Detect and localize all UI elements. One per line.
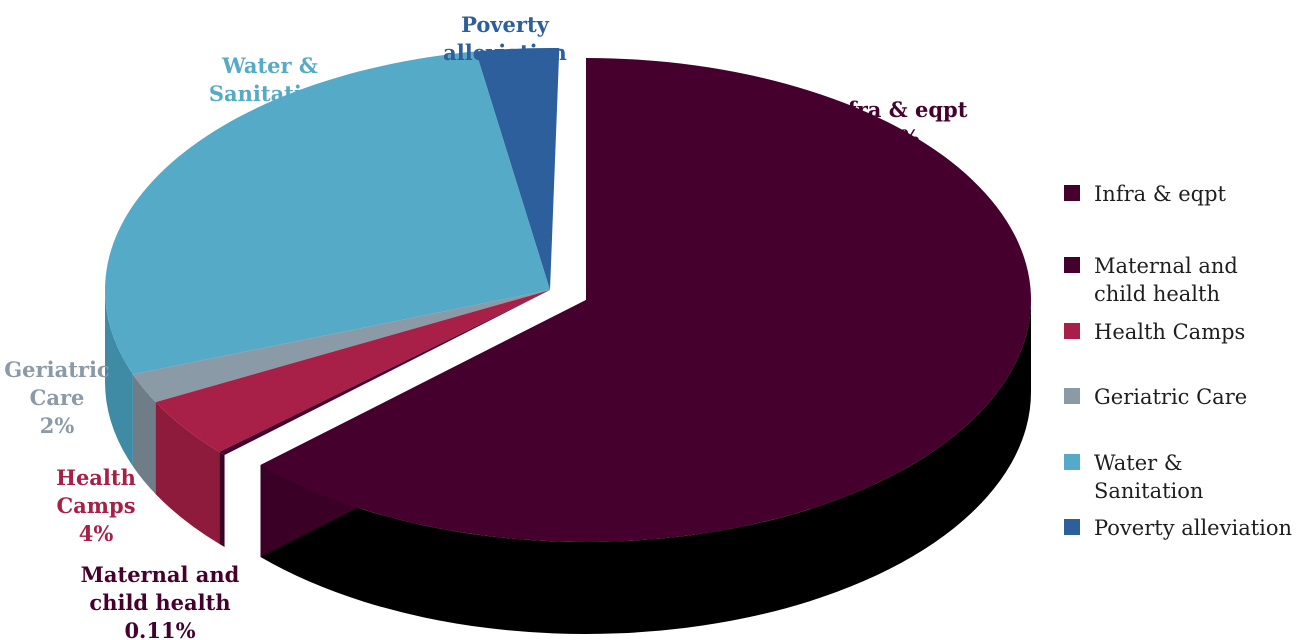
legend-swatch (1064, 257, 1080, 273)
pie-slice-infra-and-eqpt (260, 58, 1032, 634)
data-label-line: Camps (56, 493, 135, 518)
legend-swatch (1064, 519, 1080, 535)
legend-label: Maternal and child health (1094, 254, 1238, 306)
legend-swatch (1064, 323, 1080, 339)
data-label-water-and-sanitation: Water & Sanitation 28% (209, 53, 331, 134)
slice-top-poverty-alleviation (475, 47, 560, 291)
slice-top-maternal-and-child-health (219, 290, 551, 456)
data-label-line: Sanitation (209, 81, 331, 106)
data-label-geriatric-care: Geriatric Care 2% (4, 357, 109, 438)
data-label-maternal-and-child-health: Maternal and child health 0.11% (81, 562, 240, 640)
data-label-line: 4% (79, 521, 114, 546)
slice-side-health-camps (155, 402, 220, 544)
legend-label: Infra & eqpt (1094, 182, 1226, 206)
legend-swatch (1064, 454, 1080, 470)
slice-side-water-and-sanitation (105, 290, 133, 467)
data-label-poverty-alleviation: Poverty alleviation 3% (443, 12, 567, 93)
data-label-line: 3% (488, 68, 523, 93)
legend-item-geriatric-care: Geriatric Care (1064, 383, 1247, 411)
data-label-line: Health (56, 465, 136, 490)
data-label-line: Care (30, 385, 85, 410)
slice-top-geriatric-care (132, 290, 550, 403)
legend-item-maternal-and-child-health: Maternal and child health (1064, 252, 1238, 308)
pie-slice-water-and-sanitation (105, 51, 550, 467)
legend-label: Water & Sanitation (1094, 451, 1204, 503)
legend-swatch (1064, 388, 1080, 404)
data-label-line: 2% (40, 413, 75, 438)
data-label-line: alleviation (443, 40, 567, 65)
data-label-line: Water & (221, 53, 318, 78)
legend-item-water-and-sanitation: Water & Sanitation (1064, 449, 1298, 505)
data-label-line: Geriatric (4, 357, 109, 382)
pie-slice-health-camps (155, 290, 550, 544)
legend-item-infra-and-eqpt: Infra & eqpt (1064, 180, 1226, 208)
data-label-line: Infra & eqpt (823, 97, 968, 122)
slice-side-infra-and-eqpt (260, 300, 1031, 634)
legend-label: Health Camps (1094, 320, 1246, 344)
legend-swatch (1064, 185, 1080, 201)
data-label-infra-and-eqpt: Infra & eqpt 63% (823, 97, 968, 150)
slice-side-maternal-and-child-health (219, 451, 225, 548)
data-label-line: 28% (245, 109, 294, 134)
legend-item-poverty-alleviation: Poverty alleviation (1064, 514, 1292, 542)
slice-side-geriatric-care (132, 374, 156, 495)
legend-item-health-camps: Health Camps (1064, 318, 1245, 346)
pie-slice-poverty-alleviation (475, 47, 560, 291)
data-label-health-camps: Health Camps 4% (56, 465, 136, 546)
legend-label: Poverty alleviation (1094, 516, 1293, 540)
pie-slice-maternal-and-child-health (219, 290, 551, 548)
data-label-line: 0.11% (124, 618, 195, 640)
pie-slice-geriatric-care (132, 290, 550, 495)
slice-top-infra-and-eqpt (260, 58, 1032, 542)
data-label-line: child health (89, 590, 230, 615)
data-label-line: Poverty (461, 12, 550, 37)
data-label-line: 63% (870, 125, 919, 150)
slice-top-water-and-sanitation (105, 51, 550, 375)
data-label-line: Maternal and (81, 562, 240, 587)
legend-label: Geriatric Care (1094, 385, 1248, 409)
slice-top-health-camps (155, 290, 550, 452)
